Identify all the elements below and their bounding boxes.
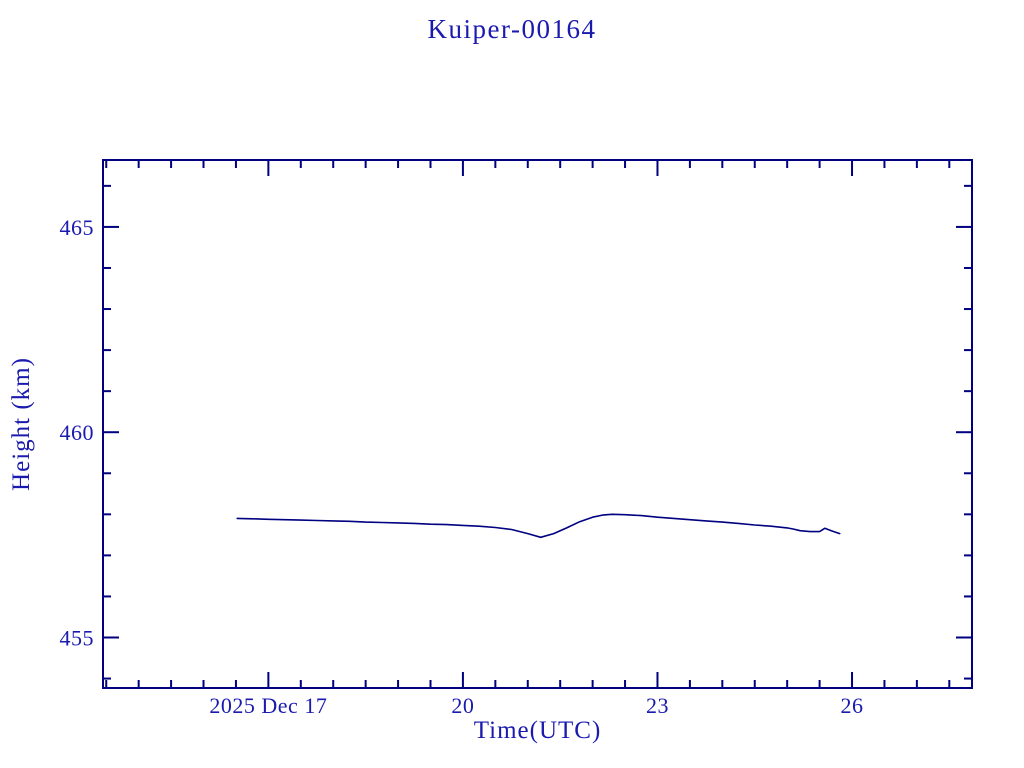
x-axis-label: Time(UTC)	[473, 717, 602, 744]
data-line-height	[236, 513, 841, 539]
y-tick-label: 465	[60, 215, 95, 240]
x-tick-label: 20	[451, 693, 474, 718]
axis-frame	[102, 159, 973, 689]
y-tick-label: 460	[60, 420, 95, 445]
x-tick-label: 2025 Dec 17	[209, 693, 327, 718]
x-tick-label: 23	[646, 693, 669, 718]
y-tick-label: 455	[60, 625, 95, 650]
x-tick-label: 26	[841, 693, 864, 718]
chart-title: Kuiper-00164	[427, 14, 597, 44]
y-axis-label: Height (km)	[8, 357, 35, 491]
